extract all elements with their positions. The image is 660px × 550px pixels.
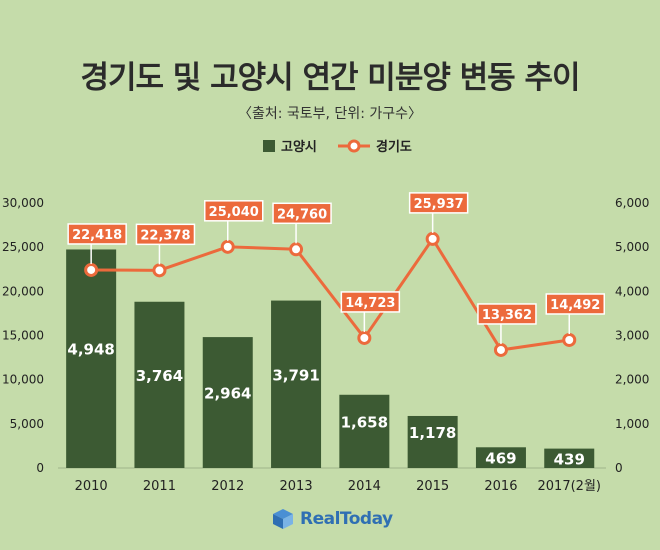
- bar-value-label: 439: [554, 450, 585, 468]
- x-tick-label: 2012: [211, 479, 244, 494]
- legend-swatch-marker: [347, 139, 361, 153]
- y-left-tick-label: 15,000: [2, 329, 44, 343]
- line-point-gyeonggi: [289, 242, 304, 257]
- line-point-gyeonggi: [220, 239, 235, 254]
- bar-gohyang: [202, 337, 253, 468]
- chart-title: 경기도 및 고양시 연간 미분양 변동 추이: [80, 60, 580, 96]
- y-left-tick-label: 5,000: [10, 417, 44, 431]
- bar-value-label: 4,948: [67, 341, 114, 359]
- bar-gohyang: [407, 415, 458, 468]
- bar-gohyang: [271, 300, 322, 468]
- legend-label-bar: 고양시: [281, 140, 317, 155]
- line-point-gyeonggi: [493, 342, 508, 357]
- line-label-box: [340, 291, 401, 313]
- line-label-box: [477, 303, 537, 325]
- line-label-box: [408, 192, 469, 214]
- line-label-box: [545, 293, 605, 315]
- bar-gohyang: [475, 447, 526, 468]
- y-left-tick-label: 10,000: [2, 373, 44, 387]
- line-label-box: [272, 202, 332, 225]
- bar-gohyang: [134, 301, 185, 468]
- x-tick-label: 2011: [143, 479, 176, 494]
- x-tick-label: 2014: [348, 479, 381, 494]
- y-right-tick-label: 0: [615, 461, 623, 475]
- line-point-gyeonggi: [152, 263, 167, 278]
- line-label-box: [204, 200, 264, 222]
- x-tick-label: 2017(2월): [538, 479, 601, 494]
- line-point-gyeonggi: [357, 330, 372, 345]
- legend-swatch-bar: [263, 140, 275, 152]
- legend-label-line: 경기도: [376, 139, 412, 155]
- y-right-tick-label: 3,000: [615, 329, 649, 343]
- bar-value-label: 2,964: [204, 385, 251, 403]
- line-point-gyeonggi: [425, 231, 440, 246]
- y-left-tick-label: 25,000: [2, 240, 44, 254]
- y-left-tick-label: 20,000: [2, 284, 44, 298]
- y-right-tick-label: 2,000: [615, 373, 649, 387]
- bar-value-label: 469: [485, 450, 516, 468]
- bar-value-label: 1,658: [341, 413, 388, 431]
- line-gyeonggi: [91, 237, 570, 352]
- line-value-label: 25,040: [209, 205, 259, 220]
- line-point-gyeonggi: [84, 262, 99, 277]
- line-value-label: 22,418: [72, 228, 122, 243]
- line-value-label: 13,362: [482, 308, 532, 323]
- bar-gohyang: [544, 448, 595, 468]
- line-value-label: 24,760: [277, 207, 327, 222]
- x-tick-label: 2013: [280, 479, 313, 494]
- line-value-label: 25,937: [414, 197, 464, 212]
- chart-subtitle: 〈출처: 국토부, 단위: 가구수〉: [237, 106, 423, 122]
- realtoday-cube-icon: [273, 509, 293, 529]
- bar-gohyang: [66, 249, 117, 468]
- y-right-tick-label: 6,000: [615, 196, 649, 210]
- x-tick-label: 2010: [75, 479, 108, 494]
- line-label-box: [67, 223, 127, 245]
- line-point-gyeonggi: [562, 332, 577, 347]
- line-value-label: 14,492: [550, 298, 600, 313]
- y-right-tick-label: 1,000: [615, 417, 649, 431]
- line-value-label: 14,723: [345, 296, 395, 311]
- bar-value-label: 1,178: [409, 424, 456, 442]
- y-right-tick-label: 4,000: [615, 284, 649, 298]
- logo-text: RealToday: [300, 509, 393, 529]
- bar-value-label: 3,791: [272, 366, 319, 384]
- realtoday-logo: RealToday: [272, 508, 393, 530]
- bar-gohyang: [339, 394, 390, 468]
- bar-value-label: 3,764: [136, 367, 183, 385]
- y-right-tick-label: 5,000: [615, 240, 649, 254]
- x-tick-label: 2016: [484, 479, 517, 494]
- x-tick-label: 2015: [416, 479, 449, 494]
- line-label-box: [135, 223, 196, 246]
- line-value-label: 22,378: [140, 228, 190, 243]
- y-left-tick-label: 30,000: [2, 196, 44, 210]
- y-left-tick-label: 0: [36, 461, 44, 475]
